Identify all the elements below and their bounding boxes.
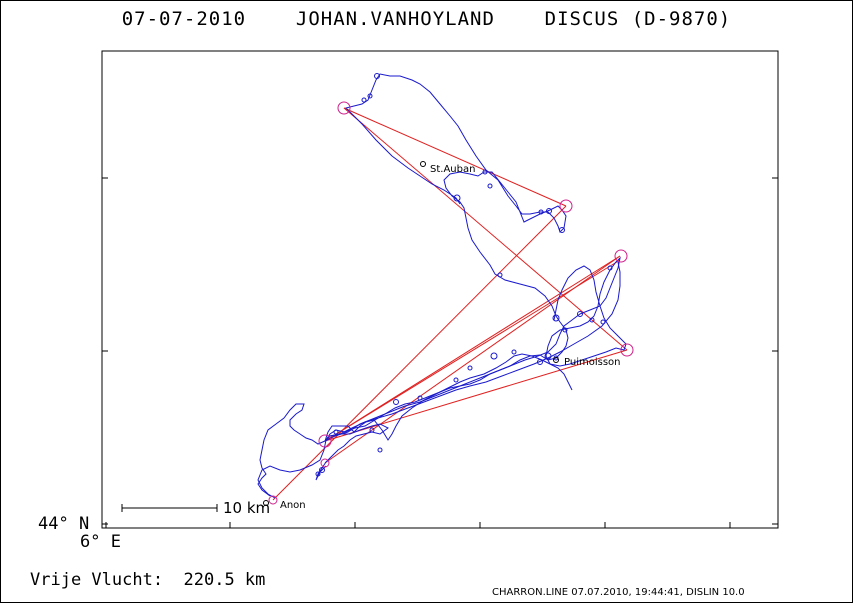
thermal-marker xyxy=(417,395,423,401)
thermal-marker xyxy=(537,359,543,365)
thermal-marker xyxy=(487,183,493,189)
task-line-7 xyxy=(324,259,621,442)
track-segment-1 xyxy=(257,73,569,499)
thermal-marker xyxy=(559,227,565,233)
turnpoint-marker xyxy=(337,101,351,115)
thermal-marker xyxy=(467,365,473,371)
thermal-marker xyxy=(511,349,517,355)
turnpoint-marker xyxy=(320,458,330,468)
plot-frame xyxy=(101,50,779,529)
task-line-3 xyxy=(343,107,628,351)
thermal-marker xyxy=(589,317,595,323)
thermal-marker xyxy=(546,208,552,214)
thermal-marker xyxy=(374,73,380,79)
task-line-5 xyxy=(324,255,621,442)
latitude-label: 44° N xyxy=(38,514,90,534)
scale-bar-label: 10 km xyxy=(223,499,271,517)
track-segment-5 xyxy=(324,353,573,442)
thermal-marker xyxy=(393,399,399,405)
thermal-marker xyxy=(538,209,544,215)
flight-track xyxy=(257,73,627,499)
footer-info: CHARRON.LINE 07.07.2010, 19:44:41, DISLI… xyxy=(492,587,745,598)
track-segment-3 xyxy=(324,256,627,442)
task-lines xyxy=(272,107,628,501)
town-marker-st-auban xyxy=(420,161,426,167)
thermal-marker xyxy=(562,327,568,333)
turnpoint-marker xyxy=(268,495,278,505)
task-line-2 xyxy=(343,107,567,207)
thermal-marker xyxy=(497,272,503,278)
thermal-marker xyxy=(600,319,606,325)
turnpoint-marker xyxy=(559,199,573,213)
free-flight-distance: Vrije Vlucht: 220.5 km xyxy=(30,570,266,590)
axis-ticks xyxy=(102,177,778,528)
thermal-marker xyxy=(544,352,552,360)
longitude-label: 6° E xyxy=(80,532,121,552)
thermal-marker xyxy=(552,314,560,322)
thermal-marker xyxy=(453,194,461,202)
town-label-anon: Anon xyxy=(280,500,306,511)
town-label-st-auban: St.Auban xyxy=(430,164,476,175)
task-line-4 xyxy=(324,349,628,442)
thermal-marker xyxy=(377,447,383,453)
town-marker-puimoisson xyxy=(553,357,559,363)
turnpoint-marker xyxy=(318,434,332,448)
thermal-markers xyxy=(315,73,613,477)
track-segment-6 xyxy=(257,403,326,497)
thermal-marker xyxy=(490,352,498,360)
thermal-marker xyxy=(369,427,375,433)
thermal-marker xyxy=(607,265,613,271)
thermal-marker xyxy=(453,377,459,383)
thermal-marker xyxy=(367,93,373,99)
task-line-1 xyxy=(272,205,567,501)
turnpoints xyxy=(268,101,634,505)
turnpoint-marker xyxy=(614,249,628,263)
scale-bar xyxy=(121,504,218,512)
flight-title: 07-07-2010 JOHAN.VANHOYLAND DISCUS (D-98… xyxy=(121,8,732,30)
thermal-marker xyxy=(577,311,583,317)
turnpoint-marker xyxy=(620,343,634,357)
thermal-marker xyxy=(361,97,367,103)
thermal-marker xyxy=(315,471,321,477)
town-label-puimoisson: Puimoisson xyxy=(564,357,621,368)
thermal-marker xyxy=(482,169,488,175)
town-markers xyxy=(263,161,559,506)
town-marker-anon xyxy=(263,500,269,506)
thermal-marker xyxy=(319,467,325,473)
thermal-marker xyxy=(333,429,339,435)
